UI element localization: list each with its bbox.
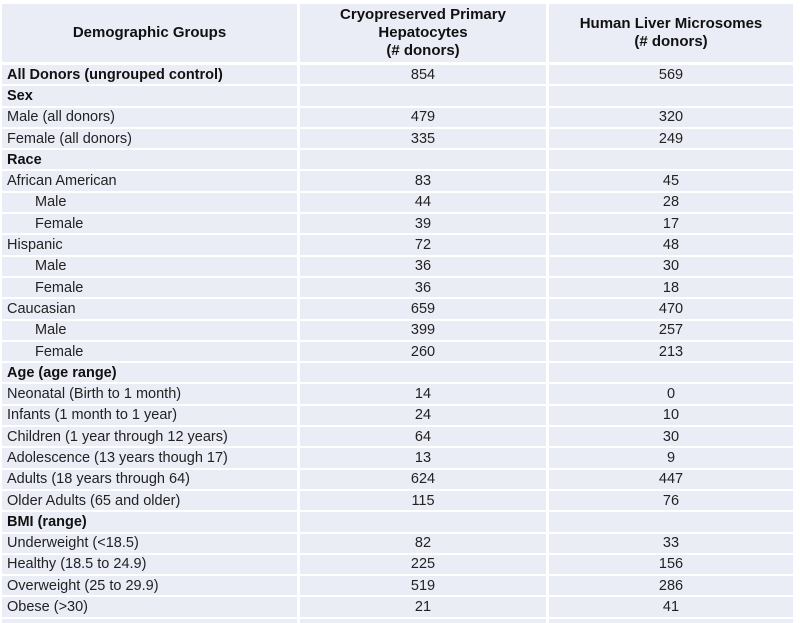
hlm-value: 45 [549, 171, 793, 191]
cph-value [300, 150, 546, 170]
row-label: Adults (18 years through 64) [2, 469, 297, 489]
row-label: Neonatal (Birth to 1 month) [2, 384, 297, 404]
row-label: Male [2, 320, 297, 340]
hlm-value: 470 [549, 299, 793, 319]
cph-value [300, 512, 546, 532]
cph-value: 225 [300, 554, 546, 575]
row-label: Hispanic [2, 235, 297, 255]
row-label: Older Adults (65 and older) [2, 490, 297, 511]
row-label: Obese (>30) [2, 597, 297, 617]
row-label: Sex [2, 86, 297, 106]
row-label: Underweight (<18.5) [2, 533, 297, 553]
row-label: Female [2, 277, 297, 298]
cph-value: 83 [300, 171, 546, 191]
hlm-value: 257 [549, 320, 793, 340]
table-header-row: Demographic Groups Cryopreserved Primary… [2, 4, 793, 62]
cph-value: 335 [300, 128, 546, 149]
hlm-value: 18 [549, 277, 793, 298]
row-label: Caucasian [2, 299, 297, 319]
hlm-value [549, 86, 793, 106]
hlm-value: 320 [549, 107, 793, 127]
cph-value: 24 [300, 405, 546, 426]
cph-value: 260 [300, 341, 546, 362]
column-header-human-liver-microsomes: Human Liver Microsomes (# donors) [549, 4, 793, 62]
table-body: All Donors (ungrouped control) 854 569 S… [2, 65, 793, 617]
row-label: Children (1 year through 12 years) [2, 427, 297, 447]
cph-value: 39 [300, 214, 546, 234]
row-label: Female [2, 214, 297, 234]
row-label: Adolescence (13 years though 17) [2, 448, 297, 468]
bottom-strip-cell [300, 618, 546, 623]
hlm-value: 48 [549, 235, 793, 255]
cph-value: 82 [300, 533, 546, 553]
hlm-value: 30 [549, 256, 793, 276]
hlm-value [549, 512, 793, 532]
row-label: BMI (range) [2, 512, 297, 532]
row-label: Overweight (25 to 29.9) [2, 576, 297, 596]
row-label: Male [2, 192, 297, 213]
cph-value: 659 [300, 299, 546, 319]
row-label: Female [2, 341, 297, 362]
hlm-value: 76 [549, 490, 793, 511]
column-header-cryopreserved-primary-hepatocytes: Cryopreserved Primary Hepatocytes (# don… [300, 4, 546, 62]
hlm-value: 17 [549, 214, 793, 234]
hlm-value: 10 [549, 405, 793, 426]
row-label: Race [2, 150, 297, 170]
cph-value [300, 86, 546, 106]
cph-value: 36 [300, 277, 546, 298]
hlm-value: 286 [549, 576, 793, 596]
table-bottom-strip [2, 618, 793, 623]
cph-value [300, 363, 546, 383]
cph-value: 479 [300, 107, 546, 127]
hlm-value: 249 [549, 128, 793, 149]
cph-value: 14 [300, 384, 546, 404]
cph-value: 36 [300, 256, 546, 276]
row-label: Male (all donors) [2, 107, 297, 127]
cph-value: 72 [300, 235, 546, 255]
demographics-table: Demographic Groups Cryopreserved Primary… [2, 4, 793, 623]
bottom-strip-cell [549, 618, 793, 623]
row-label: All Donors (ungrouped control) [2, 65, 297, 85]
row-label: Age (age range) [2, 363, 297, 383]
hlm-value: 30 [549, 427, 793, 447]
hlm-value [549, 150, 793, 170]
row-label: Healthy (18.5 to 24.9) [2, 554, 297, 575]
hlm-value [549, 363, 793, 383]
cph-value: 44 [300, 192, 546, 213]
hlm-value: 9 [549, 448, 793, 468]
bottom-strip-cell [2, 618, 297, 623]
cph-value: 624 [300, 469, 546, 489]
hlm-value: 156 [549, 554, 793, 575]
hlm-value: 213 [549, 341, 793, 362]
cph-value: 64 [300, 427, 546, 447]
row-label: Infants (1 month to 1 year) [2, 405, 297, 426]
hlm-value: 0 [549, 384, 793, 404]
cph-value: 21 [300, 597, 546, 617]
cph-value: 854 [300, 65, 546, 85]
hlm-value: 33 [549, 533, 793, 553]
hlm-value: 28 [549, 192, 793, 213]
row-label: Male [2, 256, 297, 276]
cph-value: 399 [300, 320, 546, 340]
hlm-value: 41 [549, 597, 793, 617]
row-label: Female (all donors) [2, 128, 297, 149]
cph-value: 13 [300, 448, 546, 468]
column-header-demographic-groups: Demographic Groups [2, 4, 297, 62]
hlm-value: 569 [549, 65, 793, 85]
cph-value: 115 [300, 490, 546, 511]
hlm-value: 447 [549, 469, 793, 489]
cph-value: 519 [300, 576, 546, 596]
row-label: African American [2, 171, 297, 191]
